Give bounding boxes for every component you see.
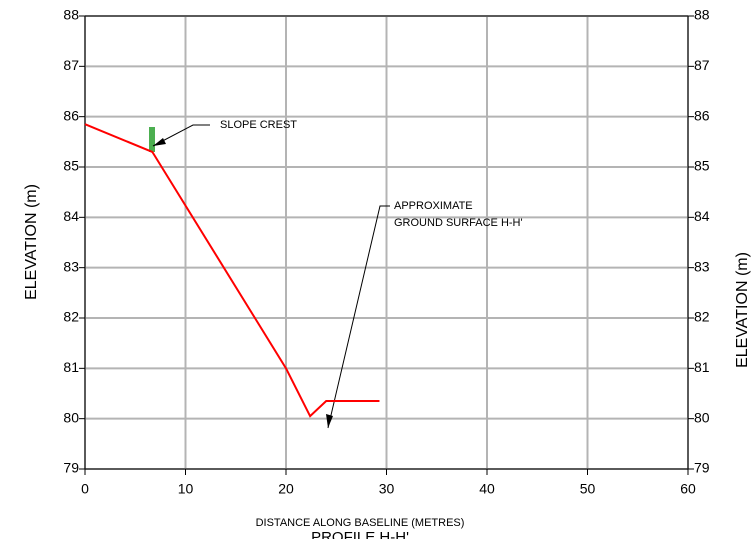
y-axis-label: ELEVATION (m) [23,184,40,300]
y-tick-label: 82 [63,309,79,325]
y2-axis-label: ELEVATION (m) [734,252,751,368]
annotation: SLOPE CREST [220,119,297,131]
x-tick-label: 50 [580,481,596,497]
annotation: APPROXIMATE [394,200,473,212]
y2-tick-label: 81 [694,359,710,375]
y-tick-label: 87 [63,57,79,73]
y2-tick-label: 87 [694,57,710,73]
arrowhead [326,414,333,428]
caption: PROFILE H-H' [311,529,409,539]
x-tick-label: 40 [479,481,495,497]
y-tick-label: 83 [63,258,79,274]
y2-tick-label: 80 [694,409,710,425]
y-tick-label: 79 [63,460,79,476]
grid [84,15,689,470]
y2-tick-label: 79 [694,460,710,476]
slope-crest-marker [149,127,155,152]
x-tick-label: 0 [81,481,89,497]
leader-line [152,124,210,147]
x-axis-label: DISTANCE ALONG BASELINE (METRES) [256,517,465,529]
arrowhead [153,138,166,146]
x-tick-label: 20 [278,481,294,497]
y2-tick-label: 88 [694,7,710,23]
y-tick-label: 84 [63,208,79,224]
x-tick-label: 60 [680,481,696,497]
leader-line [327,205,390,429]
y-tick-label: 88 [63,7,79,23]
profile-line [84,123,380,418]
y2-tick-label: 84 [694,208,710,224]
y2-tick-label: 85 [694,158,710,174]
x-tick-label: 10 [178,481,194,497]
annotation: GROUND SURFACE H-H' [394,217,523,229]
y-tick-label: 85 [63,158,79,174]
y2-tick-label: 82 [694,309,710,325]
y-tick-label: 80 [63,409,79,425]
y-tick-label: 81 [63,359,79,375]
y2-tick-label: 86 [694,107,710,123]
x-tick-label: 30 [379,481,395,497]
y-tick-label: 86 [63,107,79,123]
y2-tick-label: 83 [694,258,710,274]
